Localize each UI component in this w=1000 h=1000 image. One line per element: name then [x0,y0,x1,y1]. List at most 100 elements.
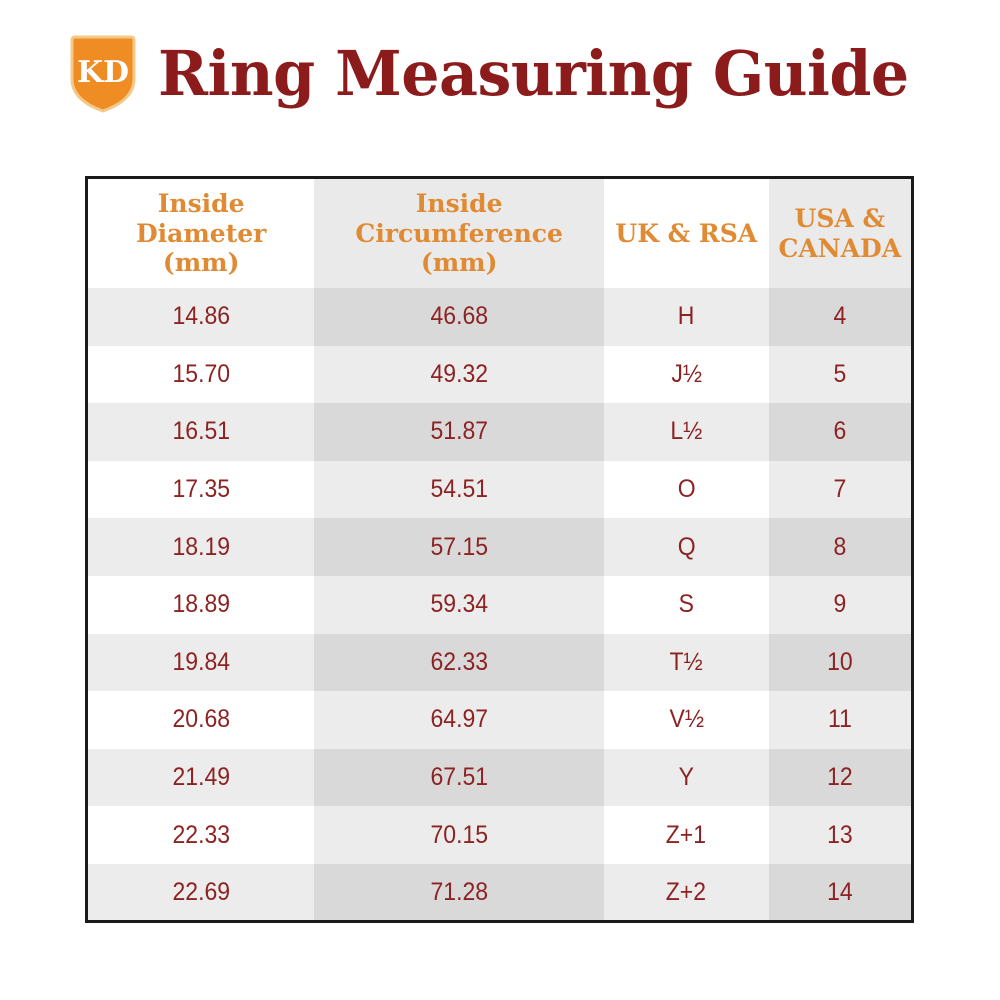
cell-usa-canada-value: 13 [827,820,853,849]
cell-uk-rsa: S [604,575,769,634]
ring-size-table: Inside Diameter (mm) Inside Circumferenc… [88,179,911,920]
cell-usa-canada-value: 11 [827,705,852,734]
table-header: Inside Diameter (mm) Inside Circumferenc… [88,179,911,288]
cell-inside-circumference-value: 51.87 [430,417,488,446]
table-row: 21.49 67.51 Y 12 [88,748,911,807]
cell-uk-rsa-value: T½ [669,647,703,676]
cell-usa-canada-value: 14 [827,878,853,907]
cell-inside-circumference: 54.51 [314,460,604,519]
table-row: 19.84 62.33 T½ 10 [88,633,911,692]
cell-inside-circumference: 70.15 [314,806,604,864]
column-header-line2: Circumference (mm) [355,218,563,278]
cell-inside-diameter-value: 14.86 [172,302,230,331]
cell-usa-canada-value: 9 [833,590,847,619]
cell-inside-diameter: 17.35 [88,460,315,519]
cell-uk-rsa-value: S [678,590,694,619]
cell-inside-diameter-value: 20.68 [172,705,230,734]
cell-usa-canada-value: 4 [833,302,847,331]
table-row: 22.33 70.15 Z+1 13 [88,806,911,864]
cell-inside-diameter: 20.68 [88,691,315,749]
cell-usa-canada-value: 6 [833,417,847,446]
cell-usa-canada: 5 [768,345,911,404]
cell-usa-canada: 12 [768,748,911,807]
table-row: 17.35 54.51 O 7 [88,460,911,519]
cell-inside-circumference: 51.87 [314,403,604,461]
table-row: 20.68 64.97 V½ 11 [88,691,911,749]
column-header-line1: USA & [794,204,886,233]
cell-inside-circumference: 67.51 [314,748,604,807]
cell-inside-diameter: 18.89 [88,575,315,634]
cell-inside-circumference: 46.68 [314,288,604,346]
cell-inside-circumference-value: 71.28 [430,878,488,907]
table-row: 16.51 51.87 L½ 6 [88,403,911,461]
column-header-inside-circumference: Inside Circumference (mm) [314,179,604,288]
cell-inside-diameter-value: 17.35 [172,475,230,504]
cell-inside-diameter-value: 16.51 [172,417,230,446]
cell-uk-rsa: L½ [604,403,769,461]
cell-uk-rsa-value: H [677,302,695,331]
cell-usa-canada: 14 [768,863,911,920]
cell-inside-diameter: 18.19 [88,518,315,576]
column-header-inside-diameter: Inside Diameter (mm) [88,179,315,288]
column-header-line1: Inside [415,189,503,219]
svg-text:KD: KD [77,55,129,90]
column-header-uk-rsa: UK & RSA [604,179,769,288]
cell-inside-circumference-value: 64.97 [430,705,488,734]
cell-usa-canada: 10 [768,633,911,692]
cell-inside-diameter-value: 22.33 [172,820,230,849]
cell-usa-canada-value: 12 [827,763,853,792]
cell-uk-rsa-value: Z+2 [666,878,707,907]
cell-uk-rsa-value: Q [677,532,696,561]
cell-inside-circumference-value: 67.51 [430,763,488,792]
cell-inside-circumference: 59.34 [314,575,604,634]
cell-uk-rsa-value: Y [678,763,694,792]
table-body: 14.86 46.68 H 4 15.70 49.32 J½ 5 16.51 51.87 L½ 6 17… [88,288,911,920]
cell-inside-circumference-value: 54.51 [430,475,488,504]
table-row: 22.69 71.28 Z+2 14 [88,863,911,920]
cell-inside-diameter-value: 15.70 [172,359,230,388]
cell-uk-rsa: V½ [604,691,769,749]
page-header: KD Ring Measuring Guide [0,26,1000,122]
cell-usa-canada: 4 [768,288,911,346]
cell-inside-diameter-value: 19.84 [172,647,230,676]
cell-uk-rsa-value: J½ [670,359,702,388]
cell-usa-canada: 11 [768,691,911,749]
cell-uk-rsa: Y [604,748,769,807]
table-row: 18.19 57.15 Q 8 [88,518,911,576]
cell-uk-rsa: Q [604,518,769,576]
cell-inside-diameter: 21.49 [88,748,315,807]
cell-inside-diameter: 15.70 [88,345,315,404]
column-header-line1: UK & RSA [615,218,758,248]
cell-usa-canada-value: 7 [833,475,847,504]
cell-inside-circumference: 57.15 [314,518,604,576]
cell-inside-diameter: 14.86 [88,288,315,346]
ring-size-table-container: Inside Diameter (mm) Inside Circumferenc… [85,176,914,923]
cell-uk-rsa: O [604,460,769,519]
cell-uk-rsa: Z+2 [604,863,769,920]
cell-usa-canada-value: 10 [827,647,853,676]
cell-uk-rsa: T½ [604,633,769,692]
cell-uk-rsa-value: L½ [670,417,703,446]
cell-inside-circumference-value: 59.34 [430,590,488,619]
cell-usa-canada-value: 8 [833,532,847,561]
column-header-usa-canada: USA & CANADA [768,179,911,288]
page-title: Ring Measuring Guide [158,37,909,110]
table-row: 18.89 59.34 S 9 [88,575,911,634]
column-header-line2: Diameter (mm) [135,218,267,278]
cell-uk-rsa-value: Z+1 [666,820,707,849]
cell-usa-canada: 13 [768,806,911,864]
cell-inside-circumference-value: 62.33 [430,647,488,676]
cell-uk-rsa: Z+1 [604,806,769,864]
cell-usa-canada: 8 [768,518,911,576]
cell-usa-canada: 9 [768,575,911,634]
cell-usa-canada: 7 [768,460,911,519]
column-header-line1: Inside [157,189,245,219]
cell-inside-diameter: 16.51 [88,403,315,461]
cell-inside-diameter: 22.69 [88,863,315,920]
cell-uk-rsa-value: V½ [669,705,704,734]
column-header-line2: CANADA [778,233,902,263]
cell-inside-diameter-value: 18.89 [172,590,230,619]
cell-uk-rsa: J½ [604,345,769,404]
cell-inside-diameter-value: 22.69 [172,878,230,907]
